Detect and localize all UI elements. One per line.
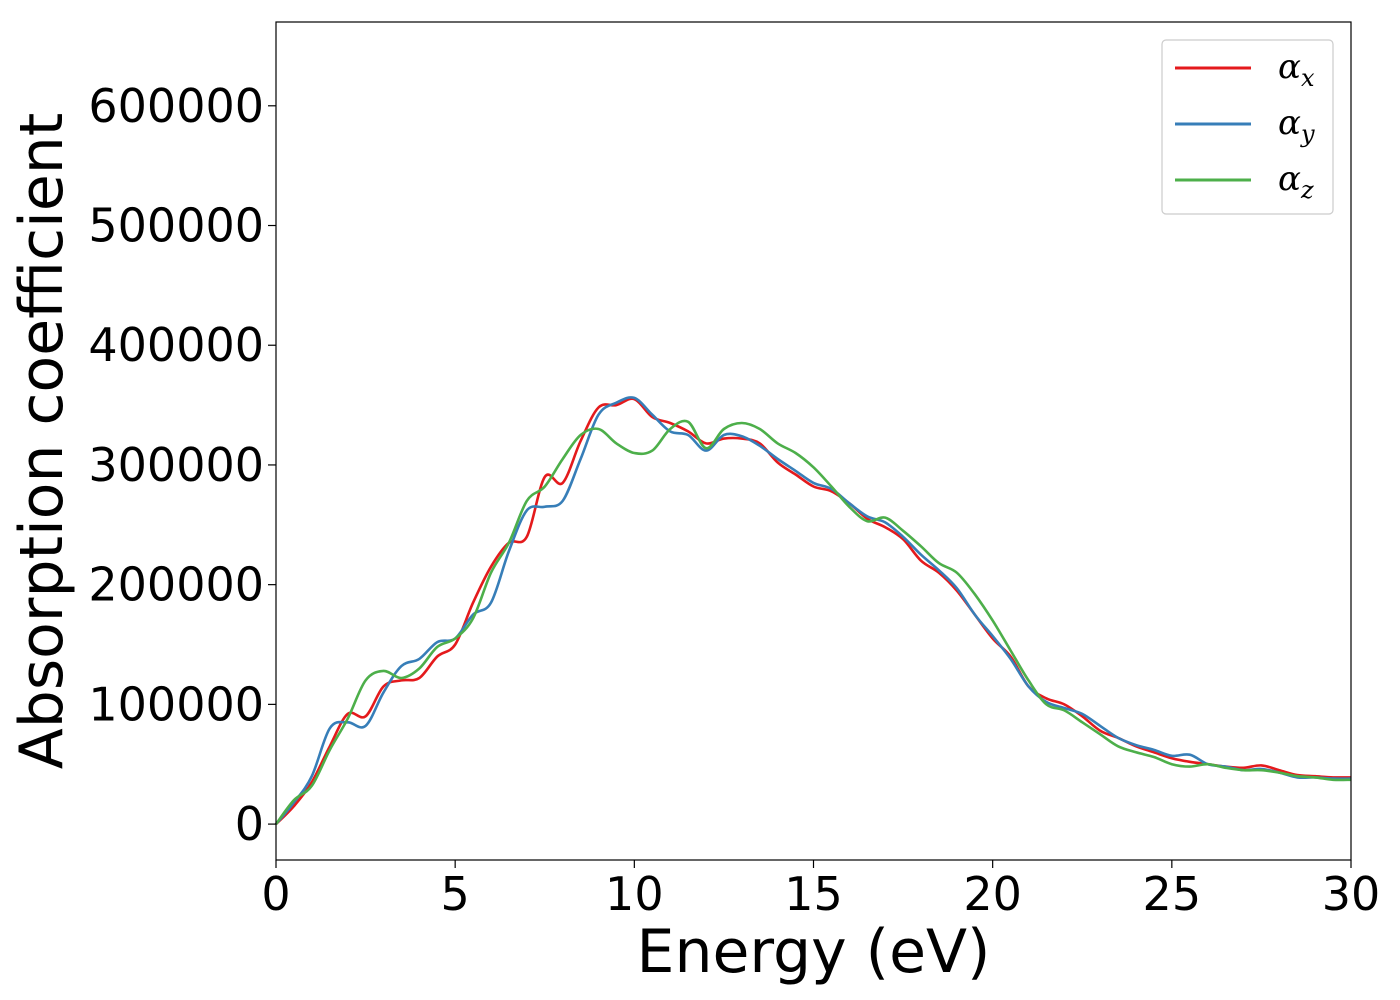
y-tick-label: 500000 — [88, 199, 264, 253]
legend: αx αy αz — [1161, 39, 1334, 215]
x-tick-label: 0 — [261, 867, 290, 921]
y-tick-label: 200000 — [88, 558, 264, 612]
x-tick-label: 5 — [441, 867, 470, 921]
x-tick-label: 25 — [1143, 867, 1202, 921]
ticks-layer: 0 5 10 15 20 25 30 0 100000 200000 300000 400000 500… — [88, 79, 1380, 921]
x-tick-label: 10 — [605, 867, 664, 921]
y-tick-label: 0 — [235, 797, 264, 851]
series-line-z — [274, 419, 1352, 825]
legend-box — [1161, 39, 1334, 215]
y-axis-label: Absorption coefficient — [7, 113, 77, 770]
y-tick-label: 600000 — [88, 79, 264, 133]
series-line-x — [275, 397, 1352, 826]
legend-label: αx — [1278, 47, 1315, 92]
legend-label: αy — [1278, 103, 1315, 148]
legend-item-y: αy — [1175, 103, 1315, 148]
legend-label: αz — [1278, 159, 1314, 204]
x-tick-label: 30 — [1322, 867, 1381, 921]
y-tick-label: 100000 — [88, 677, 264, 731]
y-tick-label: 300000 — [88, 438, 264, 492]
legend-item-z: αz — [1175, 159, 1314, 204]
series-layer — [274, 396, 1352, 826]
x-tick-label: 20 — [963, 867, 1022, 921]
legend-items: αx αy αz — [1175, 47, 1315, 204]
x-tick-label: 15 — [784, 867, 843, 921]
y-tick-label: 400000 — [88, 318, 264, 372]
x-axis-label: Energy (eV) — [637, 917, 991, 987]
legend-item-x: αx — [1175, 47, 1315, 92]
